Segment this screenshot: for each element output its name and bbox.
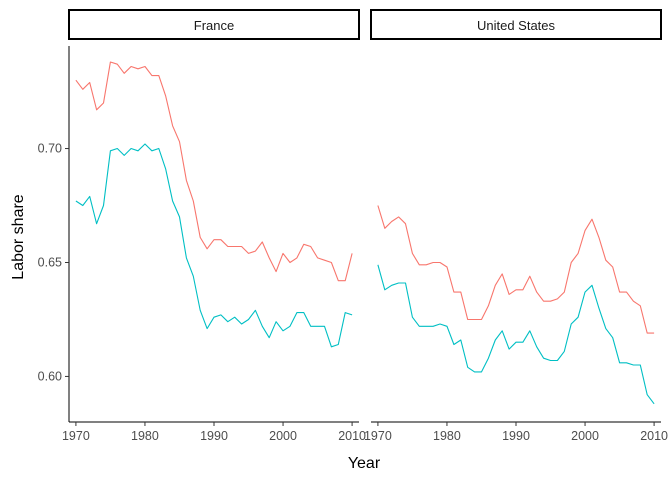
- panel-united-states: United States 1970 1980 1990 2000 2010: [364, 9, 668, 443]
- strip-france: [68, 9, 360, 40]
- y-tick-label: 0.70: [38, 142, 62, 156]
- y-axis-title: Labor share: [10, 194, 27, 279]
- x-tick-label: 2010: [640, 429, 668, 443]
- series-line-united-states-1: [377, 205, 655, 334]
- y-tick-label: 0.65: [38, 255, 62, 269]
- x-axis-title: Year: [348, 455, 381, 472]
- x-tick-label: 2000: [571, 429, 599, 443]
- x-tick-label: 1990: [200, 429, 228, 443]
- strip-label-united-states: United States: [477, 18, 556, 33]
- series-line-united-states-2: [377, 264, 655, 405]
- x-tick-label: 2010: [338, 429, 366, 443]
- series-line-france-1: [75, 61, 353, 282]
- strip-label-france: France: [194, 18, 234, 33]
- x-tick-label: 2000: [269, 429, 297, 443]
- y-tick-label: 0.60: [38, 369, 62, 383]
- strip-united-states: [370, 9, 662, 40]
- x-tick-label: 1990: [502, 429, 530, 443]
- x-tick-label: 1970: [364, 429, 392, 443]
- panel-france: France 1970 1980 1990 2000 2010 0.60 0.65 0.70: [38, 9, 366, 443]
- x-tick-label: 1980: [433, 429, 461, 443]
- x-tick-label: 1970: [62, 429, 90, 443]
- series-line-france-2: [75, 143, 353, 348]
- x-tick-label: 1980: [131, 429, 159, 443]
